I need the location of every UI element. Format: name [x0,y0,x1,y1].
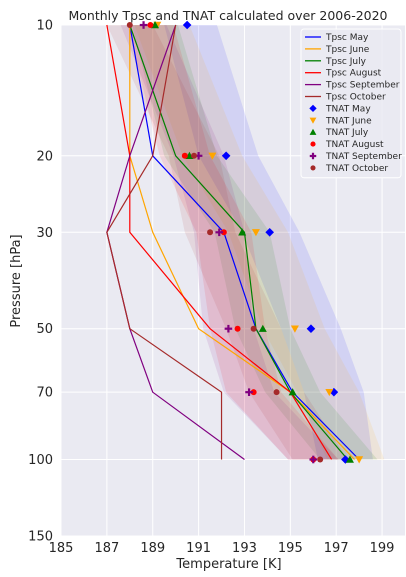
tnat-marker [310,165,316,171]
y-tick-label: 10 [36,19,53,34]
legend-entry-label: TNAT May [325,104,371,114]
grid [60,24,405,537]
tnat-marker [245,388,253,396]
x-tick-label: 187 [94,541,119,556]
x-tick-label: 191 [186,541,211,556]
x-tick-label: 195 [278,541,303,556]
x-axis-label: Temperature [K] [175,557,281,572]
legend-entry-label: TNAT July [325,128,369,138]
tnat-marker [309,104,317,113]
y-tick-label: 70 [36,386,53,401]
tnat-marker [309,128,317,135]
legend-entry-label: TNAT September [325,152,402,162]
y-axis-label: Pressure [hPa] [9,234,24,327]
tnat-marker [341,455,350,464]
tnat-marker [317,456,324,463]
x-tick-label: 189 [140,541,165,556]
x-tick-label: 199 [370,541,395,556]
tnat-marker [208,152,217,160]
tnat-marker [310,141,316,147]
tnat-marker [309,152,317,160]
tnat-marker [221,151,231,161]
legend-entry-label: Tpsc September [325,81,400,91]
legend-entry-label: Tpsc June [325,45,370,55]
axis-ticks: 185 187 189 191 193 195 197 199 10 20 30 50 70 100 150 [28,19,394,557]
tpsc-line [129,25,355,460]
tnat-marker [126,22,133,28]
tnat-marker [182,20,192,30]
tnat-marker [224,324,233,333]
legend-entry-label: Tpsc July [325,57,367,67]
x-tick-label: 197 [324,541,349,556]
tnat-band [134,25,385,460]
tnat-marker [325,388,334,397]
x-tick-label: 185 [49,541,74,556]
tnat-band [120,25,339,460]
tnat-marker [345,455,354,463]
legend-entry-label: TNAT October [325,164,388,174]
tpsc-line [106,24,223,460]
tpsc-line [106,24,333,460]
legend-entry-label: TNAT August [325,140,384,150]
tnat-marker [288,388,297,396]
tnat-marker [309,455,318,464]
legend-box [300,28,402,179]
tpsc-line [129,24,360,460]
tnat-marker [238,228,247,236]
x-tick-label: 193 [232,541,257,556]
y-tick-label: 30 [36,226,53,241]
y-tick-label: 100 [28,453,53,468]
tnat-marker [251,229,260,237]
tnat-marker [258,324,267,332]
chart-title: Monthly Tpsc and TNAT calculated over 20… [68,8,387,23]
y-tick-label: 150 [28,530,53,545]
tnat-markers [126,20,364,464]
legend-entry-label: TNAT June [325,116,372,126]
tnat-marker [220,229,227,236]
tnat-marker [306,324,316,333]
tnat-band [132,25,378,460]
tnat-marker [139,21,148,29]
y-tick-label: 50 [36,322,53,337]
tnat-marker [290,325,299,333]
legend-entry-label: Tpsc August [325,69,382,79]
legend: Tpsc May Tpsc June Tpsc July Tpsc August Tps… [300,28,402,179]
tnat-marker [181,152,188,159]
tnat-marker [234,325,241,332]
tnat-marker [355,456,364,464]
tpsc-lines [106,24,360,460]
legend-entry-label: Tpsc May [325,33,369,43]
tnat-marker [309,117,317,124]
legend-entry-label: Tpsc October [325,93,386,103]
tnat-band [164,25,373,460]
tnat-marker [250,325,257,332]
tnat-marker [329,387,339,397]
y-tick-label: 20 [36,149,53,164]
tnat-marker [215,228,224,237]
tnat-marker [273,389,280,396]
tnat-marker [147,22,154,28]
tnat-marker [265,228,274,237]
tnat-marker [207,229,214,236]
tnat-marker [191,152,198,159]
tpsc-line [129,24,349,460]
tnat-marker [250,389,257,396]
tnat-band [127,25,339,460]
